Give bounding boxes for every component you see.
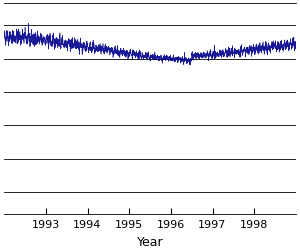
- X-axis label: Year: Year: [137, 235, 163, 248]
